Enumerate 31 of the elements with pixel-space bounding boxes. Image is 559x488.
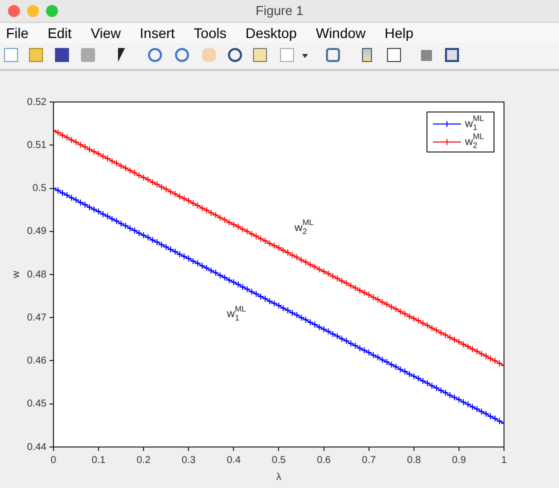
x-tick-label: 0.8 <box>406 454 422 466</box>
text: Insert <box>140 25 175 41</box>
x-axis-title: λ <box>276 472 282 483</box>
y-tick-label: 0.45 <box>26 398 47 410</box>
x-tick-label: 0.5 <box>272 454 286 466</box>
text: Desktop <box>245 25 297 41</box>
y-tick-label: 0.47 <box>26 312 47 324</box>
y-axis-title: w <box>10 270 22 280</box>
y-tick-label: 0.49 <box>26 226 47 238</box>
x-tick-label: 0.3 <box>182 454 196 466</box>
y-tick-label: 0.51 <box>26 140 47 151</box>
text: Window <box>316 25 366 41</box>
text: View <box>90 25 121 41</box>
text: Tools <box>194 25 226 41</box>
text: Help <box>384 25 414 41</box>
y-tick-label: 0.52 <box>26 96 47 108</box>
y-tick-label: 0.46 <box>26 356 47 366</box>
x-tick-label: 0.2 <box>136 454 151 466</box>
x-tick-label: 0.6 <box>316 454 332 466</box>
x-tick-label: 1 <box>501 454 508 466</box>
x-tick-label: 0.1 <box>92 454 106 466</box>
x-tick-label: 0.9 <box>452 454 466 466</box>
x-tick-label: 0.4 <box>226 454 242 466</box>
caption: Figure 1 <box>256 3 304 18</box>
y-tick-label: 0.44 <box>26 442 47 453</box>
y-tick-label: 0.48 <box>26 269 47 280</box>
y-tick-label: 0.5 <box>32 183 47 194</box>
text: Edit <box>48 25 72 41</box>
text: File <box>6 25 29 41</box>
x-tick-label: 0 <box>50 454 57 466</box>
x-tick-label: 0.7 <box>362 454 376 466</box>
